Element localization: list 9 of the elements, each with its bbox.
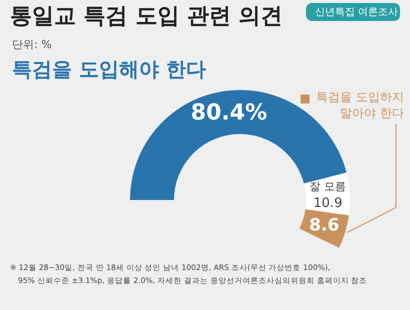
text: 신년특집 여론조사 (314, 7, 398, 18)
text: 단위: % (12, 38, 52, 51)
data-label: 10.9 (313, 196, 342, 212)
data-label: 80.4% (190, 100, 268, 126)
slice-label: 잘 모름 (310, 180, 346, 194)
chart-title: 통일교 특검 도입 관련 의견 (10, 4, 283, 29)
slice-label: 특검을 도입해야 한다 (12, 57, 206, 81)
legend-label: 특검을 도입하지 말아야 한다 (316, 90, 404, 120)
data-label: 8.6 (309, 216, 340, 236)
